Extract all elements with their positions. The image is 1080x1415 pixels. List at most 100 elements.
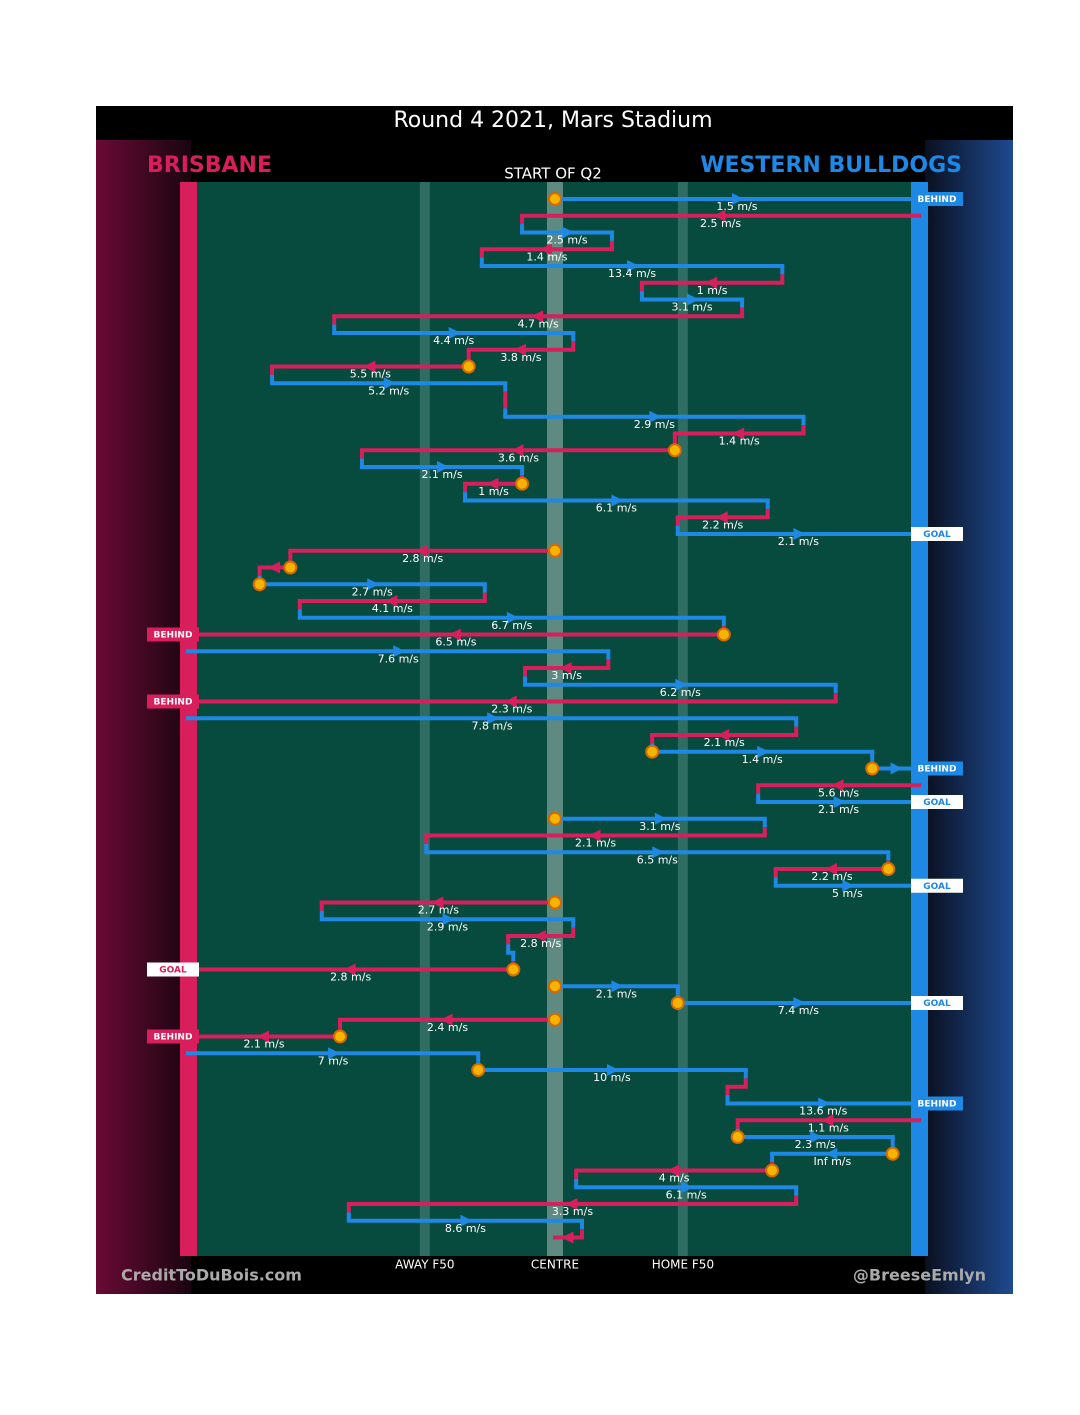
- stoppage: [333, 1029, 348, 1044]
- result-tag: [147, 627, 199, 642]
- result-label: GOAL: [923, 798, 951, 808]
- credit: CreditToDuBois.com: [121, 1266, 302, 1285]
- direction-arrow: [415, 544, 428, 557]
- speed-label: 1.4 m/s: [526, 250, 567, 263]
- stoppage: [547, 811, 562, 826]
- direction-arrow: [267, 561, 280, 574]
- direction-arrow: [383, 377, 396, 390]
- speed-label: 2.9 m/s: [634, 418, 675, 431]
- direction-arrow: [831, 779, 844, 792]
- direction-arrow: [821, 1114, 834, 1127]
- speed-label: 2.8 m/s: [520, 937, 561, 950]
- stoppage: [471, 1063, 486, 1077]
- direction-arrow: [731, 193, 744, 205]
- speed-label: 1.4 m/s: [719, 435, 760, 448]
- direction-arrow: [705, 276, 718, 289]
- direction-arrow: [675, 678, 688, 691]
- speed-label: 1 m/s: [478, 485, 509, 498]
- x-tick-label: AWAY F50: [395, 1258, 454, 1272]
- direction-arrow: [257, 1030, 270, 1043]
- speed-label: 2.3 m/s: [491, 703, 532, 716]
- direction-arrow: [328, 1047, 341, 1060]
- direction-arrow: [448, 327, 461, 339]
- stoppage: [515, 476, 530, 491]
- speed-label: 4 m/s: [659, 1172, 690, 1185]
- result-tag: [911, 527, 963, 541]
- speed-label: 5.6 m/s: [818, 786, 859, 799]
- speed-label: 2.1 m/s: [818, 803, 859, 816]
- speed-label: 2.9 m/s: [427, 920, 468, 933]
- speed-label: 3 m/s: [551, 669, 582, 682]
- direction-arrow: [810, 1131, 823, 1143]
- speed-label: 4.1 m/s: [372, 602, 413, 615]
- direction-arrow: [818, 1097, 831, 1110]
- result-tag: [911, 761, 963, 776]
- speed-label: 3.8 m/s: [500, 351, 541, 364]
- direction-arrow: [448, 628, 461, 641]
- direction-arrow: [367, 578, 380, 591]
- direction-arrow: [681, 1181, 694, 1194]
- direction-arrow: [611, 980, 624, 993]
- x-tick-label: CENTRE: [531, 1258, 579, 1272]
- stoppage: [881, 862, 896, 876]
- right-side: [925, 140, 1013, 1294]
- result-label: BEHIND: [918, 195, 957, 205]
- result-label: BEHIND: [918, 765, 957, 775]
- speed-label: 1.5 m/s: [716, 200, 757, 213]
- result-label: BEHIND: [154, 698, 193, 708]
- direction-arrow: [611, 494, 624, 507]
- speed-label: 7.6 m/s: [378, 652, 419, 665]
- direction-arrow: [385, 595, 398, 607]
- direction-arrow: [588, 829, 601, 842]
- speed-label: 2.5 m/s: [700, 217, 741, 230]
- result-label: BEHIND: [154, 1033, 193, 1043]
- direction-arrow: [562, 226, 575, 239]
- direction-arrow: [825, 1147, 838, 1160]
- direction-arrow: [343, 963, 356, 976]
- direction-arrow: [431, 896, 444, 909]
- direction-arrow: [442, 913, 455, 926]
- speed-label: 7.8 m/s: [472, 719, 513, 732]
- speed-label: 2.7 m/s: [352, 585, 393, 598]
- direction-arrow: [559, 662, 572, 674]
- speed-label: 7.4 m/s: [778, 1004, 819, 1017]
- speed-label: 5.2 m/s: [368, 384, 409, 397]
- stoppage: [645, 744, 660, 759]
- speed-label: 2.1 m/s: [421, 468, 462, 481]
- left-side: [96, 140, 191, 1294]
- speed-label: 6.1 m/s: [666, 1188, 707, 1201]
- speed-label: 2.4 m/s: [427, 1021, 468, 1034]
- speed-label: 6.5 m/s: [637, 853, 678, 866]
- result-label: BEHIND: [154, 631, 193, 641]
- speed-label: 2.2 m/s: [811, 870, 852, 883]
- stoppage: [667, 443, 682, 458]
- direction-arrow: [486, 477, 499, 490]
- direction-arrow: [654, 812, 667, 825]
- author: @BreeseEmlyn: [853, 1266, 986, 1285]
- speed-label: 1.1 m/s: [808, 1121, 849, 1134]
- speed-label: 3.1 m/s: [639, 820, 680, 833]
- direction-arrow: [687, 293, 700, 306]
- direction-arrow: [842, 879, 855, 892]
- direction-arrow: [531, 310, 544, 323]
- direction-arrow: [606, 1064, 619, 1076]
- away-goal-line: [911, 182, 928, 1256]
- result-label: GOAL: [923, 882, 951, 892]
- speed-label: 4.7 m/s: [518, 317, 559, 330]
- speed-label: Inf m/s: [814, 1155, 852, 1168]
- result-label: GOAL: [923, 999, 951, 1009]
- direction-arrow: [440, 1013, 453, 1026]
- speed-label: 6.1 m/s: [596, 502, 637, 515]
- stoppage: [547, 192, 562, 206]
- result-tag: [147, 962, 199, 977]
- stoppage: [252, 577, 267, 592]
- home-team: BRISBANE: [147, 153, 272, 178]
- speed-label: 5.5 m/s: [350, 368, 391, 381]
- speed-label: 3.1 m/s: [671, 301, 712, 314]
- stoppage: [885, 1146, 900, 1161]
- speed-label: 6.7 m/s: [491, 619, 532, 632]
- result-label: GOAL: [159, 966, 187, 976]
- direction-arrow: [487, 712, 500, 725]
- direction-arrow: [511, 444, 524, 457]
